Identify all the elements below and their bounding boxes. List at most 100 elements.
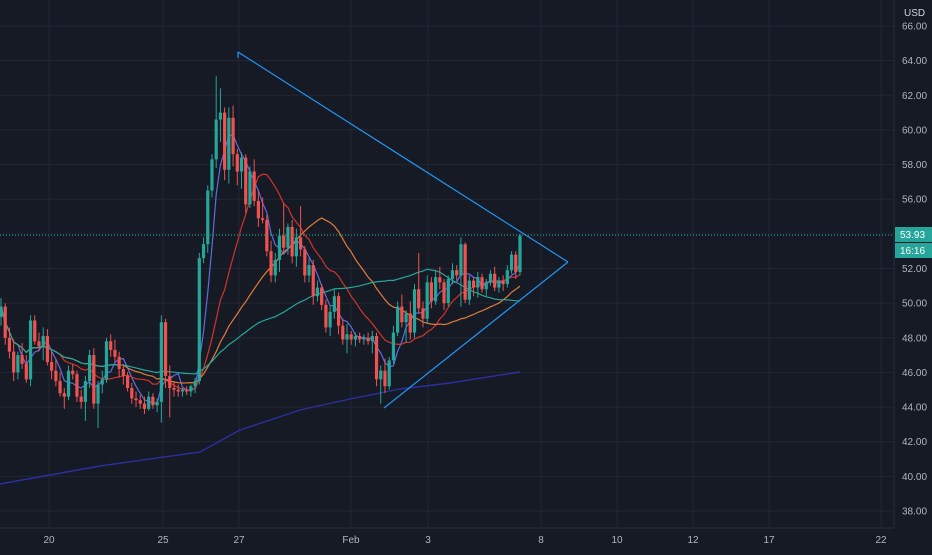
ma-orange-line [0, 217, 521, 384]
candle-body [345, 334, 349, 340]
y-tick-label: 48.00 [902, 333, 927, 344]
triangle-pattern [237, 51, 569, 409]
candle-body [180, 389, 185, 392]
ma-red-line [0, 173, 521, 391]
candle-body [50, 362, 54, 371]
candle-body [16, 355, 20, 373]
candle-body [400, 306, 404, 323]
candle-body [374, 336, 379, 380]
candle-body [0, 306, 3, 317]
candle-body [189, 386, 193, 392]
candle-body [24, 363, 28, 380]
candle-body [387, 360, 391, 387]
candle-body [362, 337, 366, 340]
candle-body [45, 336, 50, 363]
candle-body [20, 355, 24, 364]
candle-body [353, 336, 358, 340]
grid-layer [0, 0, 894, 528]
candle-body [336, 296, 341, 326]
candle-body [41, 336, 45, 347]
candle-body [265, 220, 269, 252]
candle-body [417, 289, 421, 309]
y-tick-label: 58.00 [902, 160, 927, 171]
x-tick-label: 8 [538, 535, 544, 546]
candle-body [121, 368, 125, 376]
candle-body [66, 370, 71, 397]
candle-body [33, 320, 37, 342]
y-tick-label: 50.00 [902, 299, 927, 310]
y-tick-label: 60.00 [902, 125, 927, 136]
candle-body [185, 389, 189, 392]
moving-averages [0, 134, 521, 485]
candle-body [358, 336, 362, 340]
candle-body [210, 159, 214, 191]
candle-body [235, 154, 239, 172]
candle-body [315, 287, 320, 297]
countdown-label: 16:16 [900, 246, 925, 257]
candle-body [303, 249, 307, 276]
candle-body [252, 171, 256, 201]
x-tick-label: 12 [687, 535, 699, 546]
candle-body [214, 119, 218, 160]
x-tick-label: Feb [342, 535, 360, 546]
candle-body [480, 277, 484, 290]
ma-navy-line [0, 371, 521, 485]
candle-body [54, 370, 58, 382]
candle-body [471, 280, 476, 288]
candle-body [155, 401, 159, 406]
candle-body [223, 112, 227, 170]
candle-body [117, 356, 121, 369]
candle-body [193, 381, 197, 387]
candle-body [379, 370, 383, 380]
candle-body [442, 282, 446, 304]
candle-body [459, 244, 463, 276]
candle-body [332, 296, 336, 312]
candle-body [75, 374, 79, 397]
candle-body [168, 375, 172, 389]
candle-body [248, 171, 252, 205]
candle-body [88, 355, 92, 382]
candle-body [501, 280, 505, 285]
candle-body [408, 313, 412, 333]
x-tick-label: 3 [425, 535, 431, 546]
currency-label: USD [904, 8, 925, 19]
candle-body [269, 251, 273, 276]
candle-body [159, 322, 163, 402]
candle-body [172, 388, 176, 390]
candle-body [286, 226, 290, 248]
candle-body [518, 235, 522, 272]
candle-body [434, 277, 438, 302]
y-tick-label: 42.00 [902, 437, 927, 448]
candle-body [391, 332, 396, 361]
x-tick-label: 17 [763, 535, 775, 546]
candle-body [92, 355, 96, 404]
candle-body [341, 325, 345, 340]
candle-body [176, 389, 180, 392]
candle-body [383, 370, 387, 387]
candle-body [163, 322, 168, 376]
candle-body [328, 311, 332, 328]
candle-body [273, 259, 277, 276]
candle-body [3, 306, 7, 338]
candle-body [113, 349, 117, 357]
last-price-label: 53.93 [900, 230, 925, 241]
candle-body [404, 313, 408, 323]
candle-body [497, 280, 501, 288]
triangle-lower-line [383, 261, 569, 409]
candle-body [256, 200, 260, 219]
candle-body [58, 381, 62, 394]
candle-body [37, 341, 41, 347]
y-tick-label: 44.00 [902, 403, 927, 414]
candle-body [83, 381, 87, 402]
candle-body [239, 157, 244, 172]
candle-body [349, 334, 353, 340]
candle-body [12, 351, 16, 373]
candle-body [455, 270, 459, 276]
candle-body [446, 278, 450, 304]
y-tick-label: 46.00 [902, 368, 927, 379]
candle-body [261, 218, 265, 220]
candle-body [370, 336, 374, 342]
candle-body [509, 254, 514, 271]
candle-body [227, 117, 231, 170]
